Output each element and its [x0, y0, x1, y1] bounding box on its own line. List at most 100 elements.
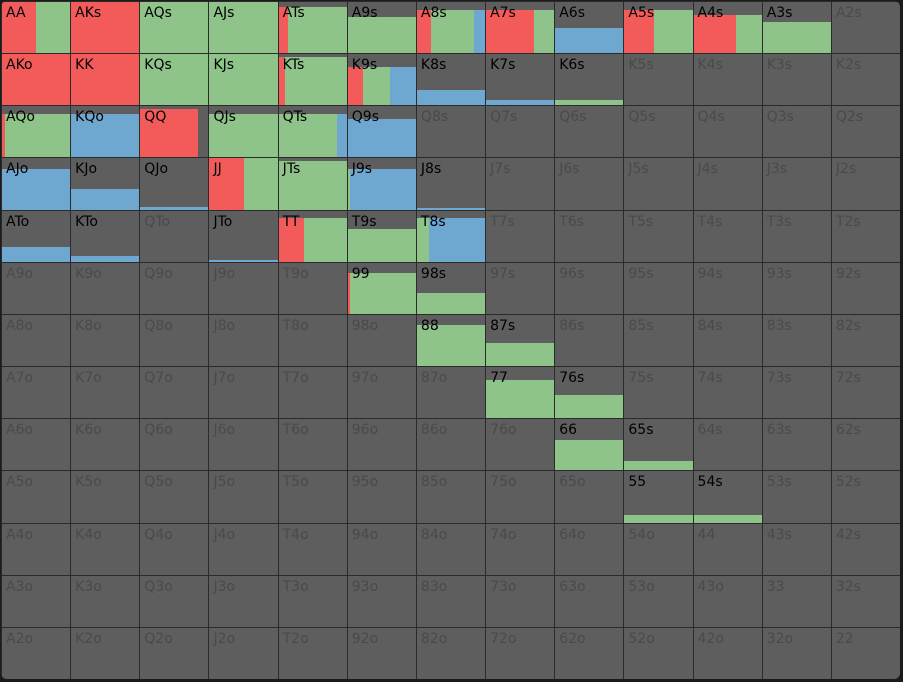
hand-cell: A9s — [347, 2, 416, 54]
frequency-bar — [140, 2, 209, 54]
hand-cell: Q4s — [693, 106, 762, 158]
hand-label: A6s — [559, 5, 585, 21]
hand-cell: T9s — [347, 210, 416, 262]
hand-cell: A7s — [486, 2, 555, 54]
frequency-bar — [2, 247, 71, 262]
frequency-bar — [278, 113, 337, 158]
frequency-bar — [624, 9, 654, 54]
hand-cell: 44 — [693, 523, 762, 575]
hand-label: 92o — [351, 630, 379, 647]
hand-cell: J6o — [209, 419, 278, 471]
hand-cell: AA — [2, 2, 71, 54]
hand-label: K7s — [490, 57, 516, 74]
hand-label: 86s — [559, 317, 585, 334]
hand-cell: 63o — [555, 575, 624, 627]
hand-cell: J2o — [209, 627, 278, 679]
frequency-bar — [653, 9, 693, 54]
frequency-bar — [486, 343, 555, 367]
hand-cell: 65o — [555, 471, 624, 523]
frequency-bar — [336, 113, 347, 158]
hand-label: 42s — [835, 526, 861, 543]
hand-cell: 76s — [555, 367, 624, 419]
hand-cell: 53o — [624, 575, 693, 627]
hand-cell: 65s — [624, 419, 693, 471]
hand-label: Q6o — [144, 422, 173, 439]
hand-cell: 52s — [831, 471, 900, 523]
hand-cell: A3s — [762, 2, 831, 54]
hand-cell: 99 — [347, 262, 416, 314]
hand-label: 54s — [697, 474, 723, 491]
hand-label: K9s — [351, 57, 378, 74]
hand-label: KQs — [144, 57, 172, 74]
hand-cell: 22 — [831, 627, 900, 679]
hand-cell: 72o — [486, 627, 555, 679]
hand-cell: A6o — [2, 419, 71, 471]
hand-cell: A7o — [2, 367, 71, 419]
hand-cell: TT — [278, 210, 347, 262]
hand-label: ATo — [6, 213, 30, 230]
hand-cell: Q8o — [140, 314, 209, 367]
hand-cell: K5s — [624, 54, 693, 106]
frequency-bar — [430, 9, 475, 54]
hand-cell: KK — [71, 54, 140, 106]
hand-cell: A8s — [416, 2, 486, 54]
hand-label: Q5o — [144, 474, 173, 491]
hand-cell: 53s — [762, 471, 831, 523]
hand-label: T3o — [282, 578, 309, 595]
hand-cell: 42o — [693, 627, 762, 679]
hand-cell: Q8s — [416, 106, 486, 158]
hand-label: 73s — [766, 370, 792, 387]
hand-label: J5s — [628, 161, 649, 178]
frequency-bar — [555, 395, 624, 419]
frequency-bar — [555, 27, 624, 54]
frequency-bar — [2, 54, 71, 106]
frequency-bar — [2, 2, 37, 54]
hand-label: 43o — [697, 578, 724, 595]
hand-cell: K4s — [693, 54, 762, 106]
frequency-bar — [693, 14, 736, 54]
hand-label: 96s — [559, 265, 585, 282]
hand-cell: K8s — [416, 54, 486, 106]
hand-cell: 86o — [416, 419, 486, 471]
hand-label: QTo — [144, 213, 171, 230]
hand-cell: A5s — [624, 2, 693, 54]
hand-label: 52o — [628, 630, 655, 647]
hand-cell: Q7s — [486, 106, 555, 158]
frequency-bar — [555, 100, 624, 106]
hand-label: AQs — [144, 5, 172, 21]
hand-cell: J5s — [624, 158, 693, 210]
hand-label: AA — [6, 5, 26, 21]
hand-cell: 62s — [831, 419, 900, 471]
hand-cell: A4s — [693, 2, 762, 54]
hand-label: J2s — [835, 161, 857, 178]
hand-cell: 93s — [762, 262, 831, 314]
hand-label: J6s — [559, 161, 580, 178]
hand-cell: 66 — [555, 419, 624, 471]
hand-label: J9s — [351, 161, 373, 178]
hand-label: J8s — [420, 161, 442, 178]
hand-label: 72o — [490, 630, 517, 647]
frequency-bar — [416, 89, 486, 106]
hand-cell: 43s — [762, 523, 831, 575]
hand-label: J6o — [213, 422, 236, 439]
hand-label: 65o — [559, 474, 586, 491]
hand-label: A4s — [697, 5, 724, 21]
hand-label: A3o — [6, 578, 34, 595]
hand-label: A2o — [6, 630, 34, 647]
hand-cell: K3s — [762, 54, 831, 106]
hand-label: A2s — [835, 5, 862, 21]
hand-cell: JTo — [209, 210, 278, 262]
hand-label: KTo — [75, 213, 98, 230]
hand-label: 74o — [490, 526, 517, 543]
hand-cell: T6s — [555, 210, 624, 262]
hand-label: T8o — [282, 317, 309, 334]
hand-label: K7o — [75, 370, 102, 387]
hand-label: KQo — [75, 109, 104, 126]
hand-cell: Q3s — [762, 106, 831, 158]
hand-label: 98o — [351, 317, 379, 334]
hand-label: T6o — [282, 422, 309, 439]
frequency-bar — [347, 66, 363, 106]
hand-cell: 73s — [762, 367, 831, 419]
hand-label: Q2s — [835, 109, 864, 126]
